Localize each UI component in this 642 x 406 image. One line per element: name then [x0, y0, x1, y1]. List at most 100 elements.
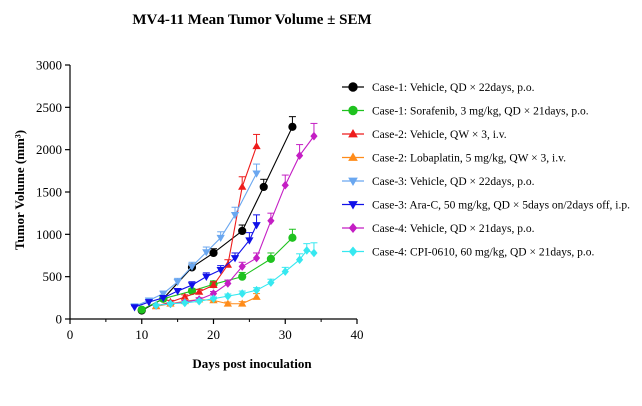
legend-item: Case-3: Vehicle, QD × 22days, p.o. — [342, 176, 535, 188]
y-tick-label: 2500 — [36, 100, 62, 115]
data-point — [209, 280, 218, 289]
legend-label: Case-1: Vehicle, QD × 22days, p.o. — [372, 82, 535, 94]
data-point — [181, 298, 189, 308]
data-point — [267, 278, 275, 287]
legend-label: Case-1: Sorafenib, 3 mg/kg, QD × 21days,… — [372, 106, 589, 118]
x-axis-label: Days post inoculation — [192, 356, 312, 371]
data-point — [348, 152, 358, 161]
data-point — [216, 267, 225, 275]
data-point — [348, 128, 358, 138]
data-point — [348, 177, 358, 187]
data-point — [348, 246, 358, 257]
data-point — [296, 151, 304, 160]
data-point — [230, 211, 240, 220]
y-tick-label: 0 — [56, 312, 63, 327]
data-point — [348, 82, 358, 92]
data-point — [209, 248, 218, 258]
legend-item: Case-2: Vehicle, QW × 3, i.v. — [342, 128, 507, 141]
data-point — [238, 289, 246, 298]
legend-label: Case-3: Vehicle, QD × 22days, p.o. — [372, 176, 535, 188]
data-point — [296, 255, 304, 265]
series-6 — [130, 214, 261, 312]
legend-item: Case-1: Sorafenib, 3 mg/kg, QD × 21days,… — [342, 106, 589, 118]
data-point — [173, 278, 182, 287]
y-tick-label: 1500 — [36, 185, 62, 200]
x-tick-label: 30 — [279, 327, 292, 342]
series-3 — [151, 133, 261, 310]
data-point — [310, 131, 318, 141]
data-point — [238, 226, 247, 236]
y-tick-label: 1000 — [36, 227, 62, 242]
data-point — [209, 294, 218, 303]
data-point — [348, 105, 358, 116]
data-point — [195, 296, 203, 306]
data-point — [238, 262, 246, 271]
data-point — [152, 301, 160, 310]
data-point — [252, 222, 261, 230]
data-point — [187, 282, 197, 290]
data-point — [173, 288, 182, 296]
legend-label: Case-4: Vehicle, QD × 21days, p.o. — [372, 223, 535, 235]
series-8 — [152, 242, 318, 310]
legend-item: Case-1: Vehicle, QD × 22days, p.o. — [342, 82, 535, 94]
data-point — [252, 253, 261, 263]
data-point — [252, 170, 261, 178]
data-point — [252, 141, 261, 150]
data-point — [245, 237, 254, 245]
x-tick-label: 10 — [135, 327, 148, 342]
y-tick-label: 2000 — [36, 142, 62, 157]
data-point — [281, 180, 289, 190]
data-point — [230, 255, 240, 263]
series-line — [134, 224, 258, 308]
data-point — [288, 233, 297, 242]
data-point — [224, 291, 232, 301]
x-tick-label: 40 — [351, 327, 364, 342]
data-point — [259, 182, 268, 192]
data-point — [137, 305, 146, 314]
legend-label: Case-2: Vehicle, QW × 3, i.v. — [372, 129, 507, 141]
series-line — [155, 146, 258, 307]
chart-title: MV4-11 Mean Tumor Volume ± SEM — [132, 12, 371, 28]
y-tick-label: 3000 — [36, 58, 62, 73]
legend-label: Case-2: Lobaplatin, 5 mg/kg, QW × 3, i.v… — [372, 153, 566, 165]
data-point — [288, 122, 297, 131]
data-point — [202, 249, 211, 257]
y-tick-label: 500 — [43, 269, 63, 284]
data-point — [223, 299, 232, 307]
data-point — [238, 182, 247, 190]
data-point — [216, 234, 225, 243]
data-point — [209, 289, 218, 298]
data-point — [252, 292, 261, 300]
data-point — [202, 273, 211, 281]
data-point — [238, 299, 247, 307]
data-point — [303, 246, 311, 255]
data-point — [266, 254, 275, 263]
data-point — [166, 299, 175, 309]
data-point — [159, 294, 168, 303]
data-point — [144, 299, 154, 307]
data-point — [281, 267, 289, 276]
x-tick-label: 0 — [67, 327, 74, 342]
axes: 0 10 20 30 40 0 500 1000 1500 2000 2500 3000 — [36, 58, 364, 343]
legend-item: Case-2: Lobaplatin, 5 mg/kg, QW × 3, i.v… — [342, 152, 566, 165]
data-point — [180, 292, 189, 300]
data-point — [238, 272, 247, 281]
series-line — [134, 173, 258, 307]
y-axis-label: Tumor Volume (mm³) — [12, 130, 27, 250]
data-point — [224, 279, 232, 288]
data-point — [252, 285, 261, 295]
data-point — [267, 216, 275, 226]
data-point — [130, 304, 139, 312]
data-point — [159, 290, 168, 298]
plot-area — [130, 116, 318, 315]
legend-label: Case-3: Ara-C, 50 mg/kg, QD × 5days on/2… — [372, 200, 630, 212]
data-point — [195, 287, 204, 295]
data-point — [310, 248, 318, 258]
legend-item: Case-3: Ara-C, 50 mg/kg, QD × 5days on/2… — [342, 200, 630, 212]
x-tick-label: 20 — [207, 327, 220, 342]
legend: Case-1: Vehicle, QD × 22days, p.o. Case-1… — [342, 82, 630, 259]
legend-item: Case-4: Vehicle, QD × 21days, p.o. — [342, 222, 535, 235]
legend-item: Case-4: CPI-0610, 60 mg/kg, QD × 21days,… — [342, 246, 595, 259]
